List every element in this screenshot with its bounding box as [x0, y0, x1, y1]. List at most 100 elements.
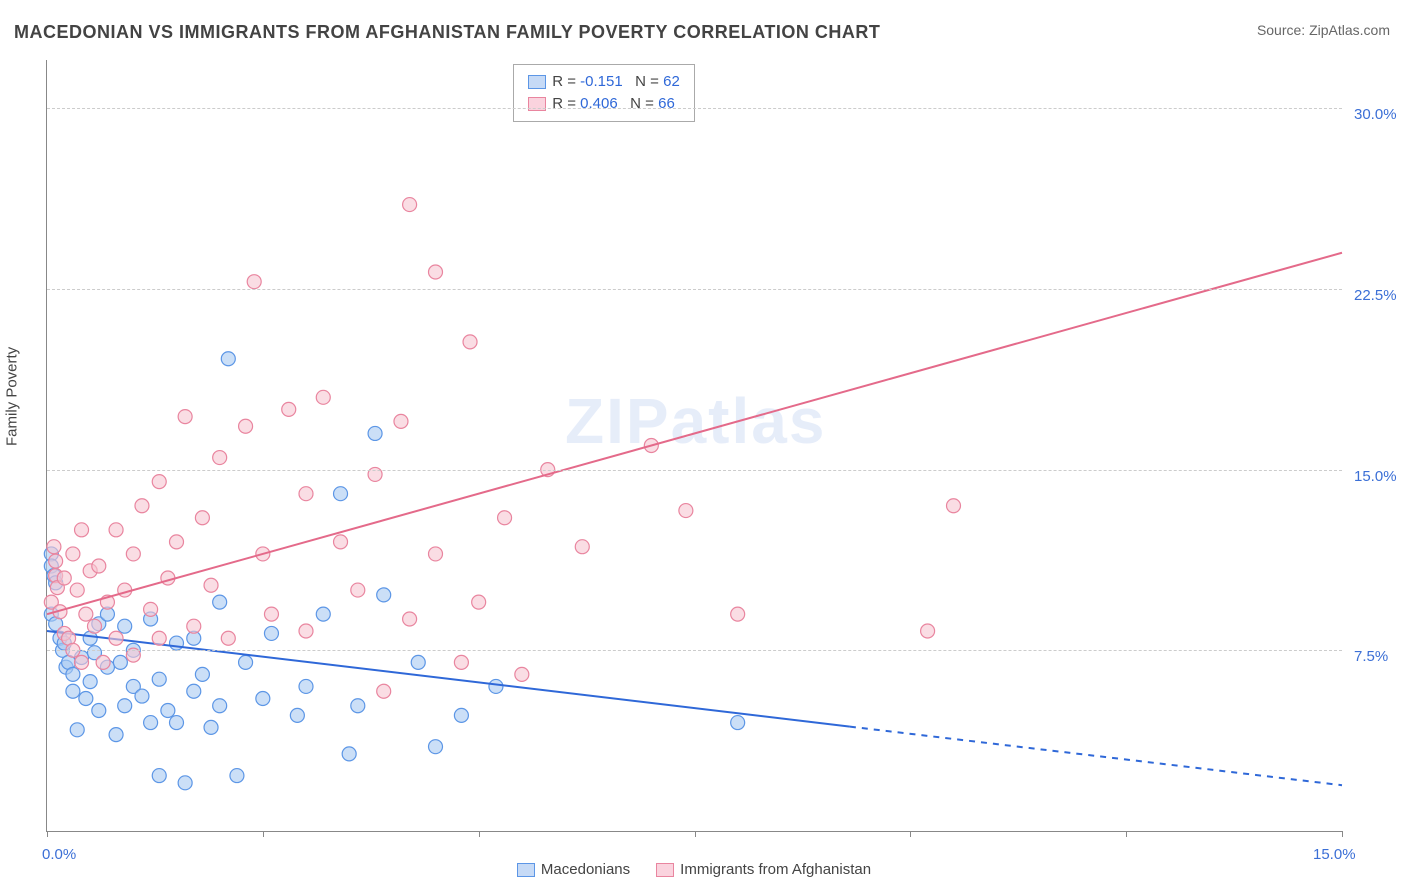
data-point — [731, 716, 745, 730]
stats-legend-row: R = -0.151 N = 62 — [528, 71, 680, 93]
data-point — [83, 675, 97, 689]
data-point — [118, 583, 132, 597]
data-point — [247, 275, 261, 289]
data-point — [239, 419, 253, 433]
data-point — [394, 414, 408, 428]
series-legend: Macedonians Immigrants from Afghanistan — [46, 861, 1342, 878]
stats-legend: R = -0.151 N = 62 R = 0.406 N = 66 — [513, 64, 695, 122]
legend-item-macedonians: Macedonians — [517, 861, 630, 878]
data-point — [118, 619, 132, 633]
legend-swatch-icon — [656, 863, 674, 877]
data-point — [66, 684, 80, 698]
data-point — [264, 626, 278, 640]
data-point — [454, 708, 468, 722]
data-point — [152, 769, 166, 783]
y-axis-label: Family Poverty — [4, 347, 21, 446]
y-tick-label: 7.5% — [1354, 648, 1388, 665]
data-point — [187, 619, 201, 633]
data-point — [351, 699, 365, 713]
data-point — [57, 571, 71, 585]
trend-line-extrapolated — [850, 727, 1342, 786]
data-point — [213, 699, 227, 713]
data-point — [178, 410, 192, 424]
data-point — [144, 716, 158, 730]
data-point — [342, 747, 356, 761]
y-tick-label: 30.0% — [1354, 106, 1397, 123]
svg-layer — [47, 60, 1342, 831]
data-point — [113, 655, 127, 669]
data-point — [239, 655, 253, 669]
data-point — [213, 451, 227, 465]
data-point — [79, 607, 93, 621]
data-point — [221, 631, 235, 645]
data-point — [79, 691, 93, 705]
data-point — [429, 265, 443, 279]
data-point — [152, 631, 166, 645]
data-point — [368, 426, 382, 440]
data-point — [316, 607, 330, 621]
data-point — [472, 595, 486, 609]
source-link[interactable]: ZipAtlas.com — [1309, 22, 1390, 38]
data-point — [161, 571, 175, 585]
data-point — [299, 679, 313, 693]
data-point — [70, 723, 84, 737]
y-tick-label: 22.5% — [1354, 287, 1397, 304]
data-point — [489, 679, 503, 693]
data-point — [403, 198, 417, 212]
data-point — [195, 667, 209, 681]
data-point — [230, 769, 244, 783]
data-point — [411, 655, 425, 669]
data-point — [92, 559, 106, 573]
data-point — [575, 540, 589, 554]
data-point — [126, 547, 140, 561]
data-point — [377, 684, 391, 698]
data-point — [161, 704, 175, 718]
data-point — [204, 720, 218, 734]
data-point — [679, 504, 693, 518]
data-point — [135, 499, 149, 513]
data-point — [351, 583, 365, 597]
data-point — [463, 335, 477, 349]
data-point — [170, 716, 184, 730]
stats-text: R = -0.151 N = 62 — [552, 71, 680, 93]
legend-label: Macedonians — [541, 861, 630, 878]
data-point — [152, 672, 166, 686]
data-point — [178, 776, 192, 790]
data-point — [144, 602, 158, 616]
chart-container: MACEDONIAN VS IMMIGRANTS FROM AFGHANISTA… — [0, 0, 1406, 892]
data-point — [515, 667, 529, 681]
legend-swatch-icon — [528, 75, 546, 89]
data-point — [282, 402, 296, 416]
data-point — [75, 655, 89, 669]
data-point — [947, 499, 961, 513]
data-point — [49, 554, 63, 568]
data-point — [454, 655, 468, 669]
data-point — [170, 535, 184, 549]
data-point — [429, 740, 443, 754]
data-point — [429, 547, 443, 561]
data-point — [334, 535, 348, 549]
stats-legend-row: R = 0.406 N = 66 — [528, 93, 680, 115]
data-point — [316, 390, 330, 404]
data-point — [152, 475, 166, 489]
data-point — [299, 624, 313, 638]
data-point — [66, 667, 80, 681]
y-tick-label: 15.0% — [1354, 468, 1397, 485]
source-attribution: Source: ZipAtlas.com — [1257, 22, 1390, 38]
trend-line — [47, 253, 1342, 614]
data-point — [87, 619, 101, 633]
plot-area: ZIPatlas R = -0.151 N = 62 R = 0.406 N =… — [46, 60, 1342, 832]
data-point — [731, 607, 745, 621]
data-point — [204, 578, 218, 592]
legend-swatch-icon — [517, 863, 535, 877]
x-tick-label-max: 15.0% — [1313, 846, 1356, 863]
data-point — [299, 487, 313, 501]
data-point — [118, 699, 132, 713]
data-point — [498, 511, 512, 525]
data-point — [109, 631, 123, 645]
data-point — [187, 684, 201, 698]
data-point — [921, 624, 935, 638]
data-point — [334, 487, 348, 501]
stats-text: R = 0.406 N = 66 — [552, 93, 675, 115]
data-point — [377, 588, 391, 602]
